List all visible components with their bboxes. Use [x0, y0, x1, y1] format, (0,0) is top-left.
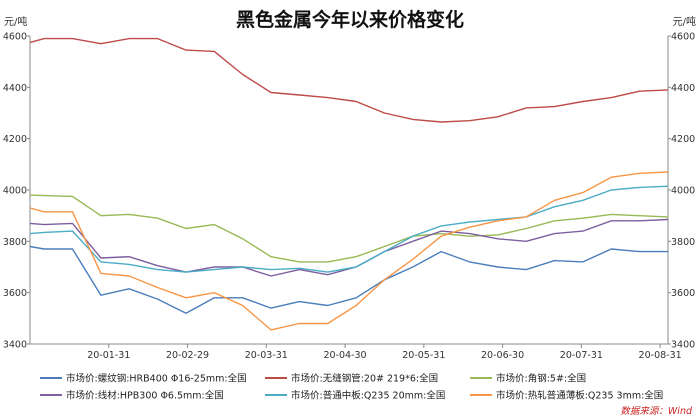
y-tick-label-right: 4000 — [671, 186, 695, 197]
legend-label: 市场价:热轧普通薄板:Q235 3mm:全国 — [496, 390, 663, 402]
y-tick-label-right: 3800 — [671, 237, 695, 248]
series-line-3 — [29, 194, 669, 263]
y-tick-label-right: 4400 — [671, 83, 695, 94]
y-tick-label-right: 3400 — [671, 340, 695, 351]
x-tick-label: 20-07-31 — [560, 350, 603, 361]
plot-lines — [29, 37, 669, 331]
series-line-2 — [29, 37, 669, 123]
series-line-6 — [29, 171, 669, 331]
series-line-1 — [29, 245, 668, 314]
axes: 3400 3400 3600 3600 3800 3800 4000 4000 4200 4200… — [3, 32, 695, 362]
x-tick-label: 20-04-30 — [323, 350, 366, 361]
chart-title: 黑色金属今年以来价格变化 — [236, 8, 464, 31]
x-tick-label: 20-05-31 — [402, 350, 445, 361]
legend-label: 市场价:角钢:5#:全国 — [496, 373, 586, 385]
legend-label: 市场价:螺纹钢:HRB400 Φ16-25mm:全国 — [66, 373, 247, 385]
x-tick-label: 20-02-29 — [166, 350, 209, 361]
x-tick-label: 20-01-31 — [87, 350, 130, 361]
y-tick-label-right: 3600 — [671, 288, 695, 299]
y-tick-label-left: 3600 — [3, 288, 27, 299]
y-tick-label-left: 3800 — [3, 237, 27, 248]
y-tick-label-left: 4600 — [3, 32, 27, 43]
x-tick-label: 20-06-30 — [481, 350, 524, 361]
y-tick-label-right: 4600 — [671, 32, 695, 43]
x-tick-label: 20-08-31 — [639, 350, 682, 361]
source-note: 数据来源：Wind — [620, 406, 693, 417]
y-tick-label-left: 4400 — [3, 83, 27, 94]
right-axis-unit: 元/吨 — [673, 15, 696, 28]
legend-label: 市场价:无缝钢管:20# 219*6:全国 — [291, 373, 438, 385]
legend: 市场价:螺纹钢:HRB400 Φ16-25mm:全国 市场价:无缝钢管:20# 2… — [40, 373, 663, 402]
legend-label: 市场价:普通中板:Q235 20mm:全国 — [291, 390, 445, 402]
series-line-4 — [29, 218, 669, 277]
series-line-5 — [29, 185, 669, 273]
y-tick-label-left: 3400 — [3, 340, 27, 351]
x-tick-label: 20-03-31 — [245, 350, 288, 361]
y-tick-label-right: 4200 — [671, 134, 695, 145]
left-axis-unit: 元/吨 — [4, 15, 27, 28]
y-tick-label-left: 4000 — [3, 186, 27, 197]
legend-label: 市场价:线材:HPB300 Φ6.5mm:全国 — [66, 390, 224, 402]
y-tick-label-left: 4200 — [3, 134, 27, 145]
